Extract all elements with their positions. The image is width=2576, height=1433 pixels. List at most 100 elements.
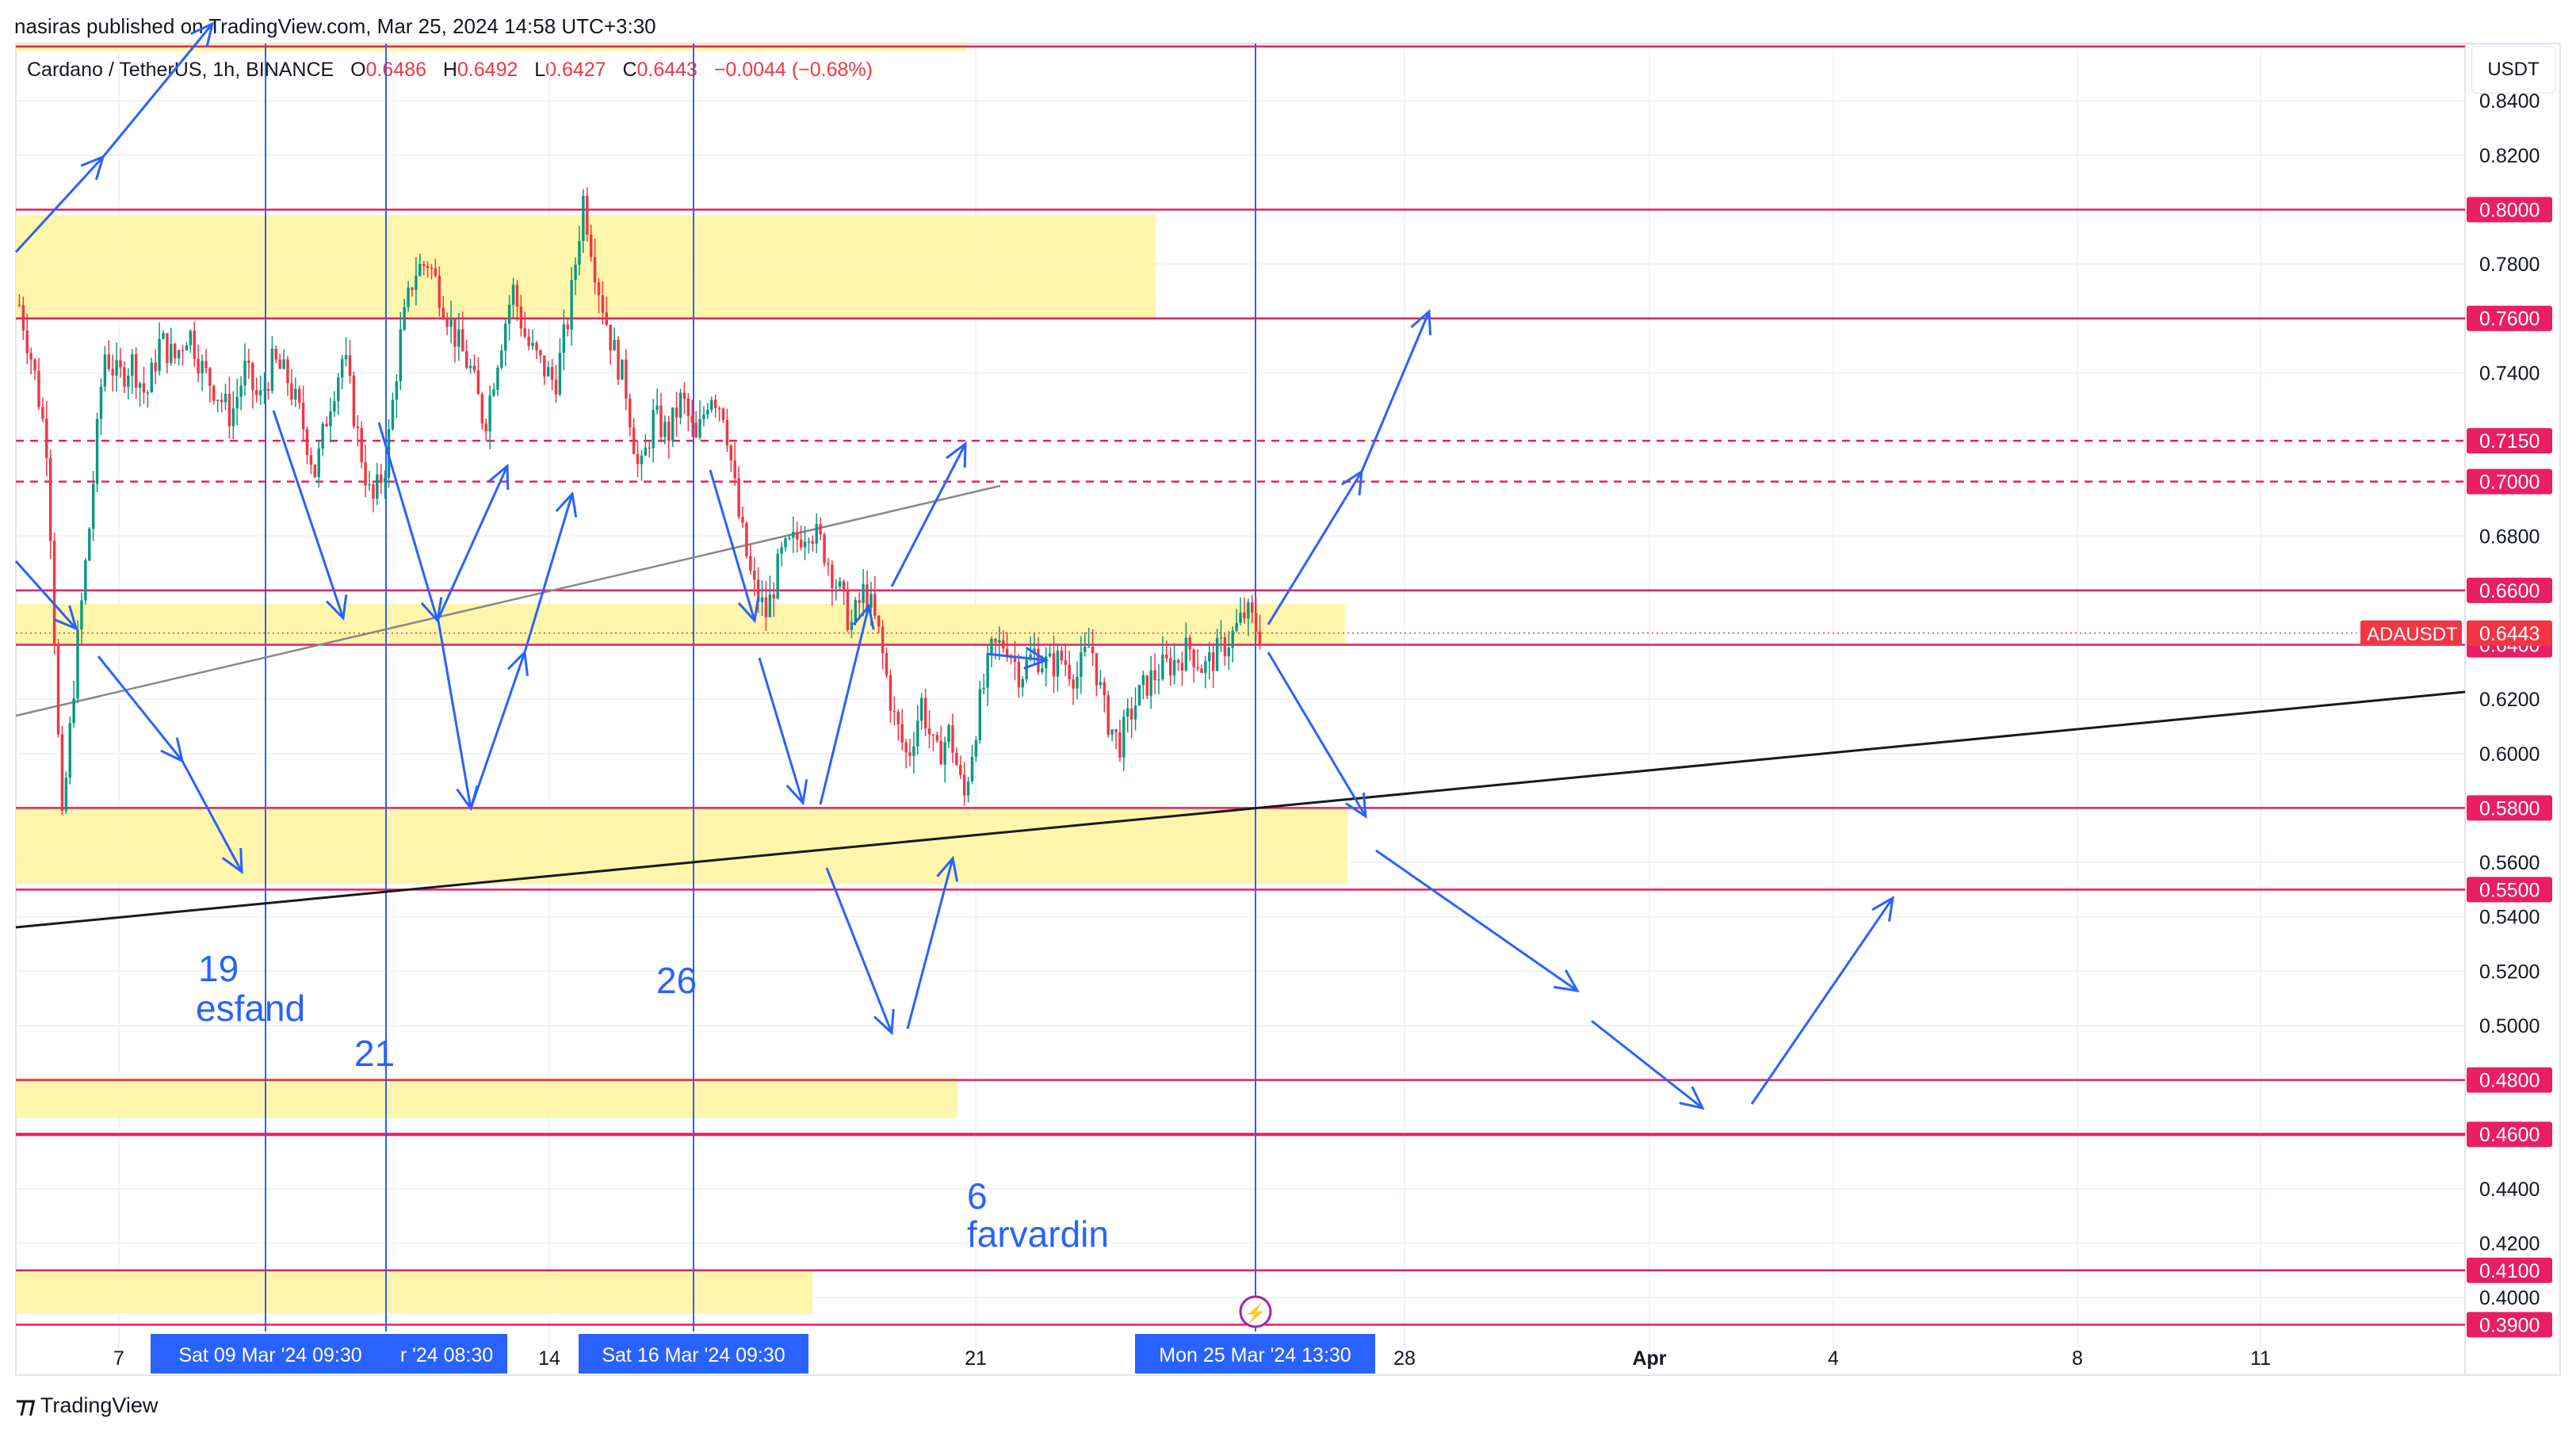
candle-body	[185, 345, 189, 351]
support-resistance-zone[interactable]	[16, 604, 1345, 645]
projection-arrow[interactable]	[437, 620, 472, 809]
candle-body	[1239, 612, 1242, 623]
candle-body	[1215, 637, 1219, 671]
candle-body	[659, 405, 663, 438]
support-resistance-zone[interactable]	[16, 1270, 812, 1314]
candle-body	[717, 408, 721, 410]
candle-body	[25, 330, 29, 353]
time-marker-tag	[579, 1334, 808, 1374]
level-price-tag[interactable]	[2467, 1312, 2552, 1338]
trend-line-black[interactable]	[15, 690, 2466, 929]
projection-arrow[interactable]	[436, 465, 509, 621]
projection-arrow[interactable]	[709, 469, 756, 621]
projection-arrow[interactable]	[819, 606, 870, 805]
projection-arrow[interactable]	[181, 760, 243, 873]
candle-body	[95, 418, 99, 484]
candle-body	[60, 734, 64, 811]
candle-body	[1188, 637, 1191, 650]
projection-arrow[interactable]	[1375, 849, 1578, 992]
projection-arrow[interactable]	[906, 858, 954, 1030]
projection-arrow[interactable]	[272, 410, 345, 619]
candle-body	[407, 287, 410, 308]
projection-arrow[interactable]	[14, 560, 78, 629]
candle-body	[1072, 679, 1075, 689]
projection-arrowhead	[1679, 1086, 1705, 1110]
publish-header: nasiras published on TradingView.com, Ma…	[14, 14, 656, 38]
price-tick-label: 0.4400	[2479, 1179, 2540, 1201]
projection-arrow[interactable]	[523, 493, 574, 653]
projection-arrow[interactable]	[1267, 471, 1363, 625]
candle-body	[480, 394, 484, 424]
candle-body	[445, 318, 449, 327]
candle-body	[768, 594, 772, 617]
projection-arrow[interactable]	[825, 867, 893, 1034]
level-price-tag[interactable]	[2467, 197, 2552, 223]
candle-body	[1172, 659, 1176, 676]
projection-arrow[interactable]	[97, 655, 184, 762]
price-tick-label: 0.7400	[2479, 362, 2540, 384]
trend-line-grey[interactable]	[15, 484, 1001, 717]
candle-body	[873, 594, 877, 616]
level-price-tag[interactable]	[2467, 795, 2552, 821]
candle-body	[1219, 637, 1223, 639]
candle-body	[103, 354, 107, 387]
projection-arrow[interactable]	[469, 652, 526, 809]
support-resistance-zone[interactable]	[16, 44, 967, 52]
candle-body	[212, 385, 216, 401]
projection-arrow[interactable]	[1360, 311, 1431, 472]
projection-arrowhead	[555, 491, 578, 518]
level-price-tag[interactable]	[2467, 428, 2552, 454]
candle-body	[321, 423, 324, 449]
candle-body	[266, 388, 270, 391]
projection-arrowhead	[1871, 896, 1894, 922]
candle-body	[927, 728, 931, 735]
support-resistance-zone[interactable]	[16, 215, 1156, 319]
level-price-tag-label: 0.3900	[2479, 1314, 2540, 1336]
candle-body	[181, 350, 185, 352]
projection-arrow[interactable]	[1267, 652, 1367, 817]
candle-body	[819, 524, 822, 535]
projection-arrow[interactable]	[758, 657, 805, 804]
event-flash-icon[interactable]	[1239, 1295, 1272, 1328]
tradingview-brand[interactable]: ⁊⁊ TradingView	[16, 1393, 158, 1418]
level-price-tag[interactable]	[2467, 1067, 2552, 1093]
candle-body	[37, 370, 40, 407]
level-price-tag[interactable]	[2467, 877, 2552, 903]
candle-body	[415, 275, 418, 290]
candle-body	[231, 408, 235, 426]
candle-body	[158, 338, 161, 372]
candle-body	[360, 428, 363, 463]
level-price-tag[interactable]	[2467, 1122, 2552, 1148]
level-price-tag-label: 0.4800	[2479, 1070, 2540, 1092]
candle-body	[492, 389, 495, 396]
time-tick-label: 21	[965, 1347, 987, 1370]
projection-arrow[interactable]	[14, 155, 105, 254]
candle-body	[578, 241, 581, 265]
candle-body	[301, 402, 305, 430]
candle-body	[815, 524, 818, 544]
level-price-tag[interactable]	[2467, 1257, 2552, 1283]
projection-arrow[interactable]	[1591, 1019, 1703, 1110]
price-tick-label: 0.4200	[2479, 1232, 2540, 1255]
support-resistance-zone[interactable]	[16, 1077, 957, 1118]
candle-body	[694, 422, 698, 438]
candle-body	[1056, 650, 1060, 677]
projection-arrowhead	[325, 594, 348, 621]
price-unit-selector[interactable]: USDT	[2471, 46, 2555, 94]
level-price-tag[interactable]	[2467, 468, 2552, 495]
projection-arrow[interactable]	[101, 23, 214, 158]
candle-body	[613, 339, 616, 351]
projection-arrow[interactable]	[890, 443, 967, 587]
projection-arrow[interactable]	[1750, 897, 1894, 1105]
candle-body	[430, 268, 434, 269]
projection-arrow[interactable]	[986, 652, 1047, 662]
projection-arrow[interactable]	[377, 422, 439, 621]
candle-body	[72, 698, 75, 724]
candle-body	[270, 348, 274, 391]
level-price-tag[interactable]	[2467, 577, 2552, 603]
level-price-tag[interactable]	[2467, 305, 2552, 331]
price-tick-label: 0.8200	[2479, 145, 2540, 167]
candle-body	[974, 739, 978, 757]
projection-arrowhead	[1554, 969, 1580, 992]
